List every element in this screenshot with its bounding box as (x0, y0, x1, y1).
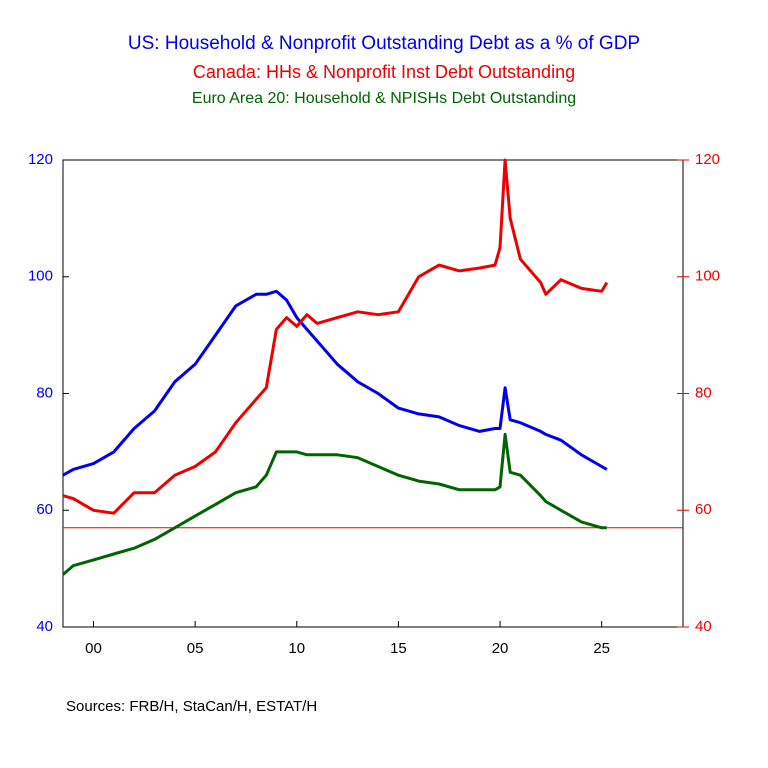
chart-subtitle: Euro Area 20: Household & NPISHs Debt Ou… (192, 90, 576, 107)
series-line (62, 158, 609, 515)
x-tick-label: 05 (187, 640, 204, 657)
y-tick-label: 40 (36, 618, 53, 635)
x-tick-label: 00 (85, 640, 102, 657)
y2-tick-label: 40 (695, 618, 712, 635)
x-tick-label: 15 (390, 640, 407, 657)
x-tick-label: 20 (492, 640, 509, 657)
y-tick-label: 80 (36, 384, 53, 401)
chart-title: US: Household & Nonprofit Outstanding De… (128, 33, 640, 54)
plot-frame (62, 159, 684, 628)
y2-tick-label: 80 (695, 384, 712, 401)
x-tick-label: 10 (288, 640, 305, 657)
source-note: Sources: FRB/H, StaCan/H, ESTAT/H (66, 698, 317, 715)
y-tick-label: 100 (28, 268, 53, 285)
chart-subtitle: Canada: HHs & Nonprofit Inst Debt Outsta… (193, 62, 575, 82)
y2-tick-label: 100 (695, 268, 720, 285)
series-line (62, 432, 607, 576)
x-tick-label: 25 (593, 640, 610, 657)
y2-tick-label: 60 (695, 501, 712, 518)
y-tick-label: 120 (28, 151, 53, 168)
series-line (62, 289, 608, 477)
y-tick-label: 60 (36, 501, 53, 518)
y2-tick-label: 120 (695, 151, 720, 168)
